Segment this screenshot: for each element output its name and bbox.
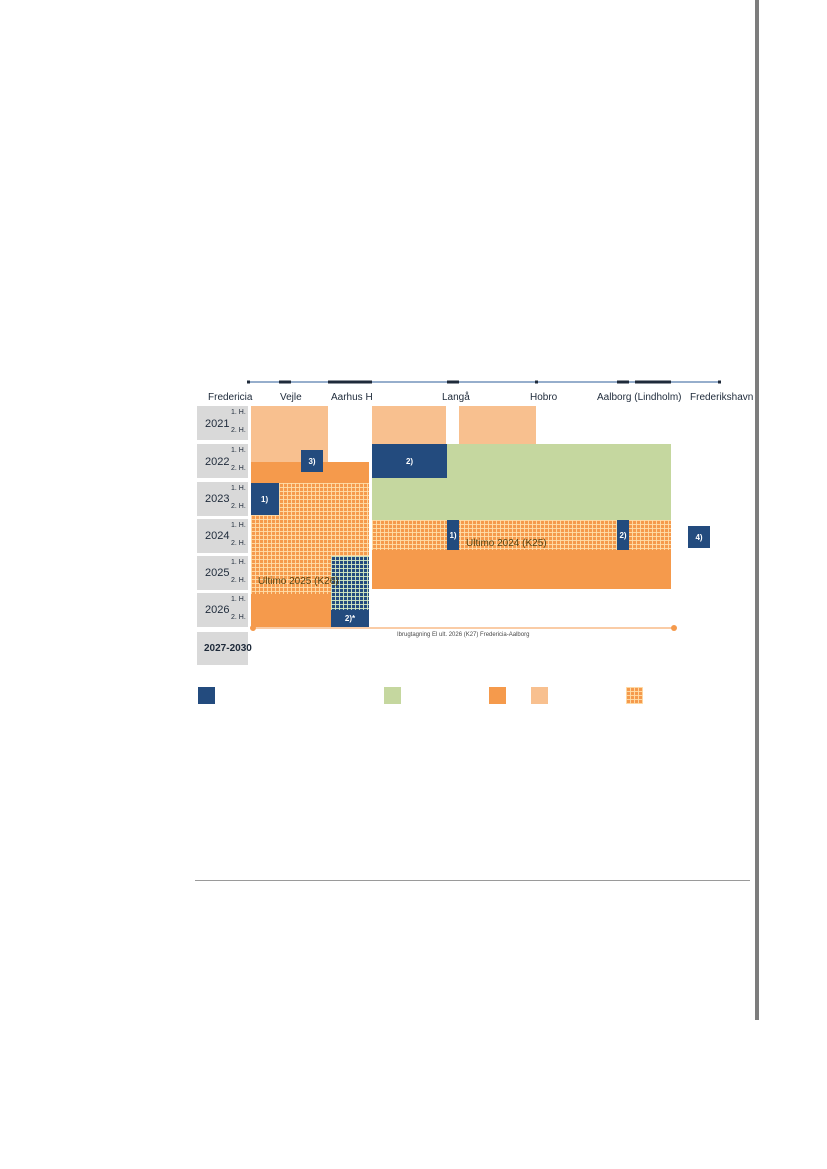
ultimo-2024-label: Ultimo 2024 (K25): [466, 538, 547, 549]
marker-2-top: 2): [372, 444, 447, 478]
station-aarhus: Aarhus H: [331, 392, 373, 403]
half-label: 1. H.: [231, 485, 246, 492]
half-label: 2. H.: [231, 503, 246, 510]
year-box-2021: [197, 406, 248, 440]
orange-block-2022: [251, 462, 369, 483]
year-box-2027-2030: [197, 632, 248, 665]
marker-4: 4): [688, 526, 710, 548]
half-label: 2. H.: [231, 427, 246, 434]
marker-1-left: 1): [251, 483, 279, 515]
station-frederikshavn: Frederikshavn: [690, 392, 754, 403]
year-box-2025: [197, 556, 248, 590]
legend-green-swatch: [384, 687, 401, 704]
station-hobro: Hobro: [530, 392, 558, 403]
half-label: 1. H.: [231, 559, 246, 566]
year-label-2024: 2024: [205, 530, 230, 542]
year-label-2021: 2021: [205, 418, 230, 430]
half-label: 1. H.: [231, 522, 246, 529]
station-langaa: Langå: [442, 392, 470, 403]
grid-block-south: [251, 483, 369, 594]
year-label-2026: 2026: [205, 604, 230, 616]
half-label: 2. H.: [231, 614, 246, 621]
orange-block-2026: [251, 594, 331, 627]
year-label-2023: 2023: [205, 493, 230, 505]
marker-1-mid: 1): [447, 520, 459, 550]
station-aalborg: Aalborg (Lindholm): [597, 392, 682, 403]
ultimo-2025-label: Ultimo 2025 (K26): [258, 576, 339, 587]
half-label: 1. H.: [231, 409, 246, 416]
ibrugtagning-label: Ibrugtagning El ult. 2026 (K27) Frederic…: [397, 632, 530, 638]
half-label: 1. H.: [231, 596, 246, 603]
year-box-2023: [197, 482, 248, 516]
orange-block-north-2025: [372, 550, 671, 589]
marker-2-star: 2)*: [331, 610, 369, 627]
station-vejle: Vejle: [280, 392, 302, 403]
half-label: 2. H.: [231, 540, 246, 547]
year-box-2026: [197, 593, 248, 627]
marker-3: 3): [301, 450, 323, 472]
legend-navy-swatch: [198, 687, 215, 704]
navy-grid-block-aarhus: [331, 556, 369, 610]
ibrugtagning-line: [250, 625, 677, 631]
legend-orange-swatch: [489, 687, 506, 704]
year-box-2024: [197, 519, 248, 553]
light-block-langaa-hobro: [459, 406, 536, 444]
legend-grid-swatch: [626, 687, 643, 704]
half-label: 2. H.: [231, 577, 246, 584]
year-box-2022: [197, 444, 248, 478]
year-label-2025: 2025: [205, 567, 230, 579]
route-line: [247, 380, 721, 384]
year-label-2027-2030: 2027-2030: [204, 643, 252, 654]
page-edge-bar: [755, 0, 759, 1020]
legend-light-orange-swatch: [531, 687, 548, 704]
light-block-aarhus-langaa: [372, 406, 446, 444]
marker-2-right: 2): [617, 520, 629, 550]
half-label: 2. H.: [231, 465, 246, 472]
half-label: 1. H.: [231, 447, 246, 454]
year-label-2022: 2022: [205, 456, 230, 468]
footnote-separator: [195, 880, 750, 881]
station-fredericia: Fredericia: [208, 392, 253, 403]
